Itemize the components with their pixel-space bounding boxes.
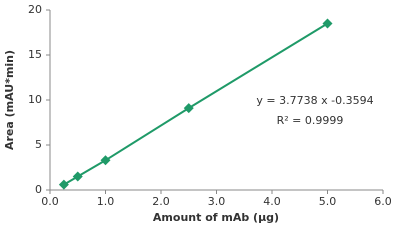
page: {"chart_data": {"type": "scatter", "x_la…: [3, 3, 392, 224]
x-tick-label: 2.0: [152, 195, 170, 208]
x-tick-label: 1.0: [97, 195, 115, 208]
y-axis-label: Area (mAU*min): [3, 50, 16, 150]
x-tick-label: 0.0: [41, 195, 59, 208]
x-axis-label: Amount of mAb (µg): [153, 211, 279, 224]
point: [322, 18, 333, 29]
chart: Amount of mAb (µg) Area (mAU*min) y = 3.…: [3, 3, 392, 224]
x-tick-label: 4.0: [263, 195, 281, 208]
y-tick-label: 5: [35, 138, 42, 151]
y-tick-label: 10: [28, 93, 42, 106]
point: [72, 171, 83, 182]
y-tick-label: 20: [28, 3, 42, 16]
point: [183, 103, 194, 114]
point: [100, 155, 111, 166]
x-tick-label: 3.0: [208, 195, 226, 208]
x-tick-label: 5.0: [319, 195, 337, 208]
equation: y = 3.7738 x -0.3594: [256, 94, 373, 107]
y-tick-label: 15: [28, 48, 42, 61]
r-squared: R² = 0.9999: [277, 114, 344, 127]
y-tick-label: 0: [35, 183, 42, 196]
x-tick-label: 6.0: [374, 195, 392, 208]
point: [58, 179, 69, 190]
